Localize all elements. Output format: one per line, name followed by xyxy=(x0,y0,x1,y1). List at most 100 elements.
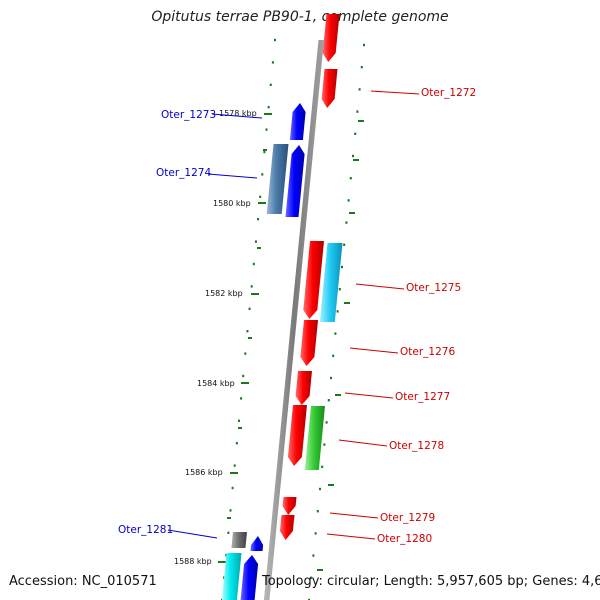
gene-arrow xyxy=(240,555,259,600)
gene-box xyxy=(221,553,242,600)
leader-line xyxy=(329,512,379,519)
gene-arrow xyxy=(321,69,338,108)
tick-dot xyxy=(316,510,319,513)
gene-label[interactable]: Oter_1279 xyxy=(380,512,435,524)
tick-dot xyxy=(321,465,324,468)
tick-dot xyxy=(349,177,352,180)
tick-mark xyxy=(358,120,364,122)
leader-line xyxy=(326,533,376,540)
tick-dot xyxy=(259,195,262,198)
tick-dot xyxy=(225,554,228,557)
kbp-label: 1580 kbp xyxy=(213,199,251,208)
backbone-layer xyxy=(263,40,324,600)
gene-label[interactable]: Oter_1277 xyxy=(395,391,450,403)
tick-dot xyxy=(363,43,365,47)
leader-line xyxy=(338,439,388,447)
topology-text: Topology: circular; Length: 5,957,605 bp… xyxy=(262,574,600,589)
tick-dot xyxy=(254,240,257,243)
tick-dot xyxy=(330,376,332,380)
tick-mark xyxy=(251,293,259,295)
tick-dot xyxy=(231,486,234,490)
tick-dot xyxy=(257,218,260,221)
tick-dot xyxy=(274,38,276,42)
tick-dot xyxy=(246,330,249,333)
tick-dot xyxy=(271,61,274,64)
tick-dot xyxy=(233,464,236,467)
tick-dot xyxy=(352,154,354,158)
tick-dot xyxy=(261,173,264,176)
gene-label[interactable]: Oter_1273 xyxy=(161,109,216,121)
tick-dot xyxy=(229,509,232,512)
tick-mark xyxy=(344,302,350,304)
gene-label[interactable]: Oter_1274 xyxy=(156,167,211,179)
tick-mark xyxy=(230,472,238,474)
tick-dot xyxy=(323,443,326,446)
tick-dot xyxy=(237,419,240,422)
tick-dot xyxy=(267,106,270,109)
tick-mark xyxy=(264,113,272,115)
tick-mark xyxy=(241,382,249,384)
tick-dot xyxy=(341,265,343,269)
gene-label[interactable]: Oter_1278 xyxy=(389,440,444,452)
tick-dot xyxy=(325,421,328,424)
gene-arrow xyxy=(282,497,297,515)
gene-arrow xyxy=(285,145,305,217)
tick-dot xyxy=(242,374,245,378)
tick-dot xyxy=(343,243,346,246)
tick-mark xyxy=(349,212,355,214)
tick-mark xyxy=(248,337,252,339)
tick-dot xyxy=(308,598,310,600)
tick-dot xyxy=(240,397,243,400)
kbp-label: 1582 kbp xyxy=(205,289,243,298)
tick-dot xyxy=(332,354,335,357)
tick-dot xyxy=(345,221,348,224)
leader-line xyxy=(370,90,420,95)
gene-arrow xyxy=(295,371,312,405)
gene-label[interactable]: Oter_1280 xyxy=(377,533,432,545)
tick-mark xyxy=(263,149,267,151)
tick-dot xyxy=(235,442,238,445)
tick-mark xyxy=(227,517,231,519)
tick-mark xyxy=(238,427,242,429)
leader-line xyxy=(211,113,263,119)
tick-dot xyxy=(334,332,337,335)
tick-dot xyxy=(327,399,330,402)
gene-arrow xyxy=(279,515,295,540)
kbp-label: 1578 kbp xyxy=(219,109,257,118)
tick-dot xyxy=(252,262,255,266)
tick-mark xyxy=(218,561,226,563)
gene-arrow xyxy=(300,320,318,366)
tick-dots-layer xyxy=(218,38,365,600)
kbp-label: 1588 kbp xyxy=(174,557,212,566)
gene-arrow xyxy=(250,536,264,551)
leader-line xyxy=(349,347,399,354)
tick-dot xyxy=(347,199,350,202)
labels-layer: 1578 kbp 1580 kbp 1582 kbp 1584 kbp 1586 kbp… xyxy=(118,87,476,566)
gene-arrow xyxy=(289,103,306,140)
tick-dot xyxy=(269,83,272,86)
accession-text: Accession: NC_010571 xyxy=(9,574,157,589)
tick-dot xyxy=(250,285,253,288)
tick-dot xyxy=(314,532,317,535)
gene-label[interactable]: Oter_1281 xyxy=(118,524,173,536)
tick-dot xyxy=(227,531,230,534)
tick-dot xyxy=(336,310,339,313)
gene-box xyxy=(266,144,289,214)
gene-arrow xyxy=(322,14,340,62)
gene-arrow xyxy=(287,405,307,466)
gene-box xyxy=(231,532,247,548)
gene-label[interactable]: Oter_1272 xyxy=(421,87,476,99)
leader-line xyxy=(207,173,258,179)
gene-label[interactable]: Oter_1276 xyxy=(400,346,455,358)
gene-label[interactable]: Oter_1275 xyxy=(406,282,461,294)
tick-mark xyxy=(335,394,341,396)
gene-arrows-layer xyxy=(221,14,343,600)
tick-dot xyxy=(310,576,313,579)
tick-dot xyxy=(263,150,266,154)
tick-dot xyxy=(358,88,361,91)
tick-mark xyxy=(353,159,359,161)
tick-mark xyxy=(257,247,261,249)
gene-arrow xyxy=(303,241,324,319)
